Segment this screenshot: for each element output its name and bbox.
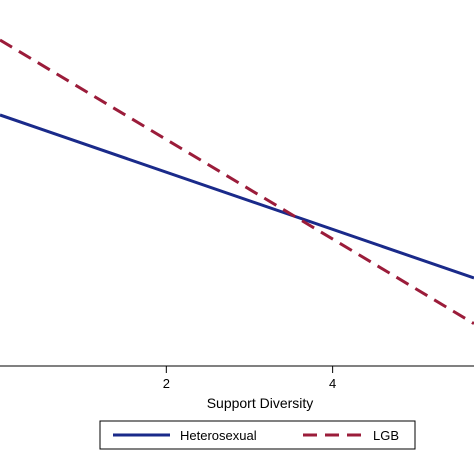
series-line-heterosexual — [0, 113, 474, 280]
x-tick-label: 4 — [329, 376, 336, 391]
x-tick-label: 2 — [163, 376, 170, 391]
legend-label-lgb: LGB — [373, 428, 399, 443]
series-layer — [0, 38, 474, 325]
legend: Heterosexual LGB — [99, 420, 416, 450]
x-axis-title: Support Diversity — [207, 395, 314, 411]
legend-label-heterosexual: Heterosexual — [180, 428, 257, 443]
series-line-lgb — [0, 38, 474, 325]
